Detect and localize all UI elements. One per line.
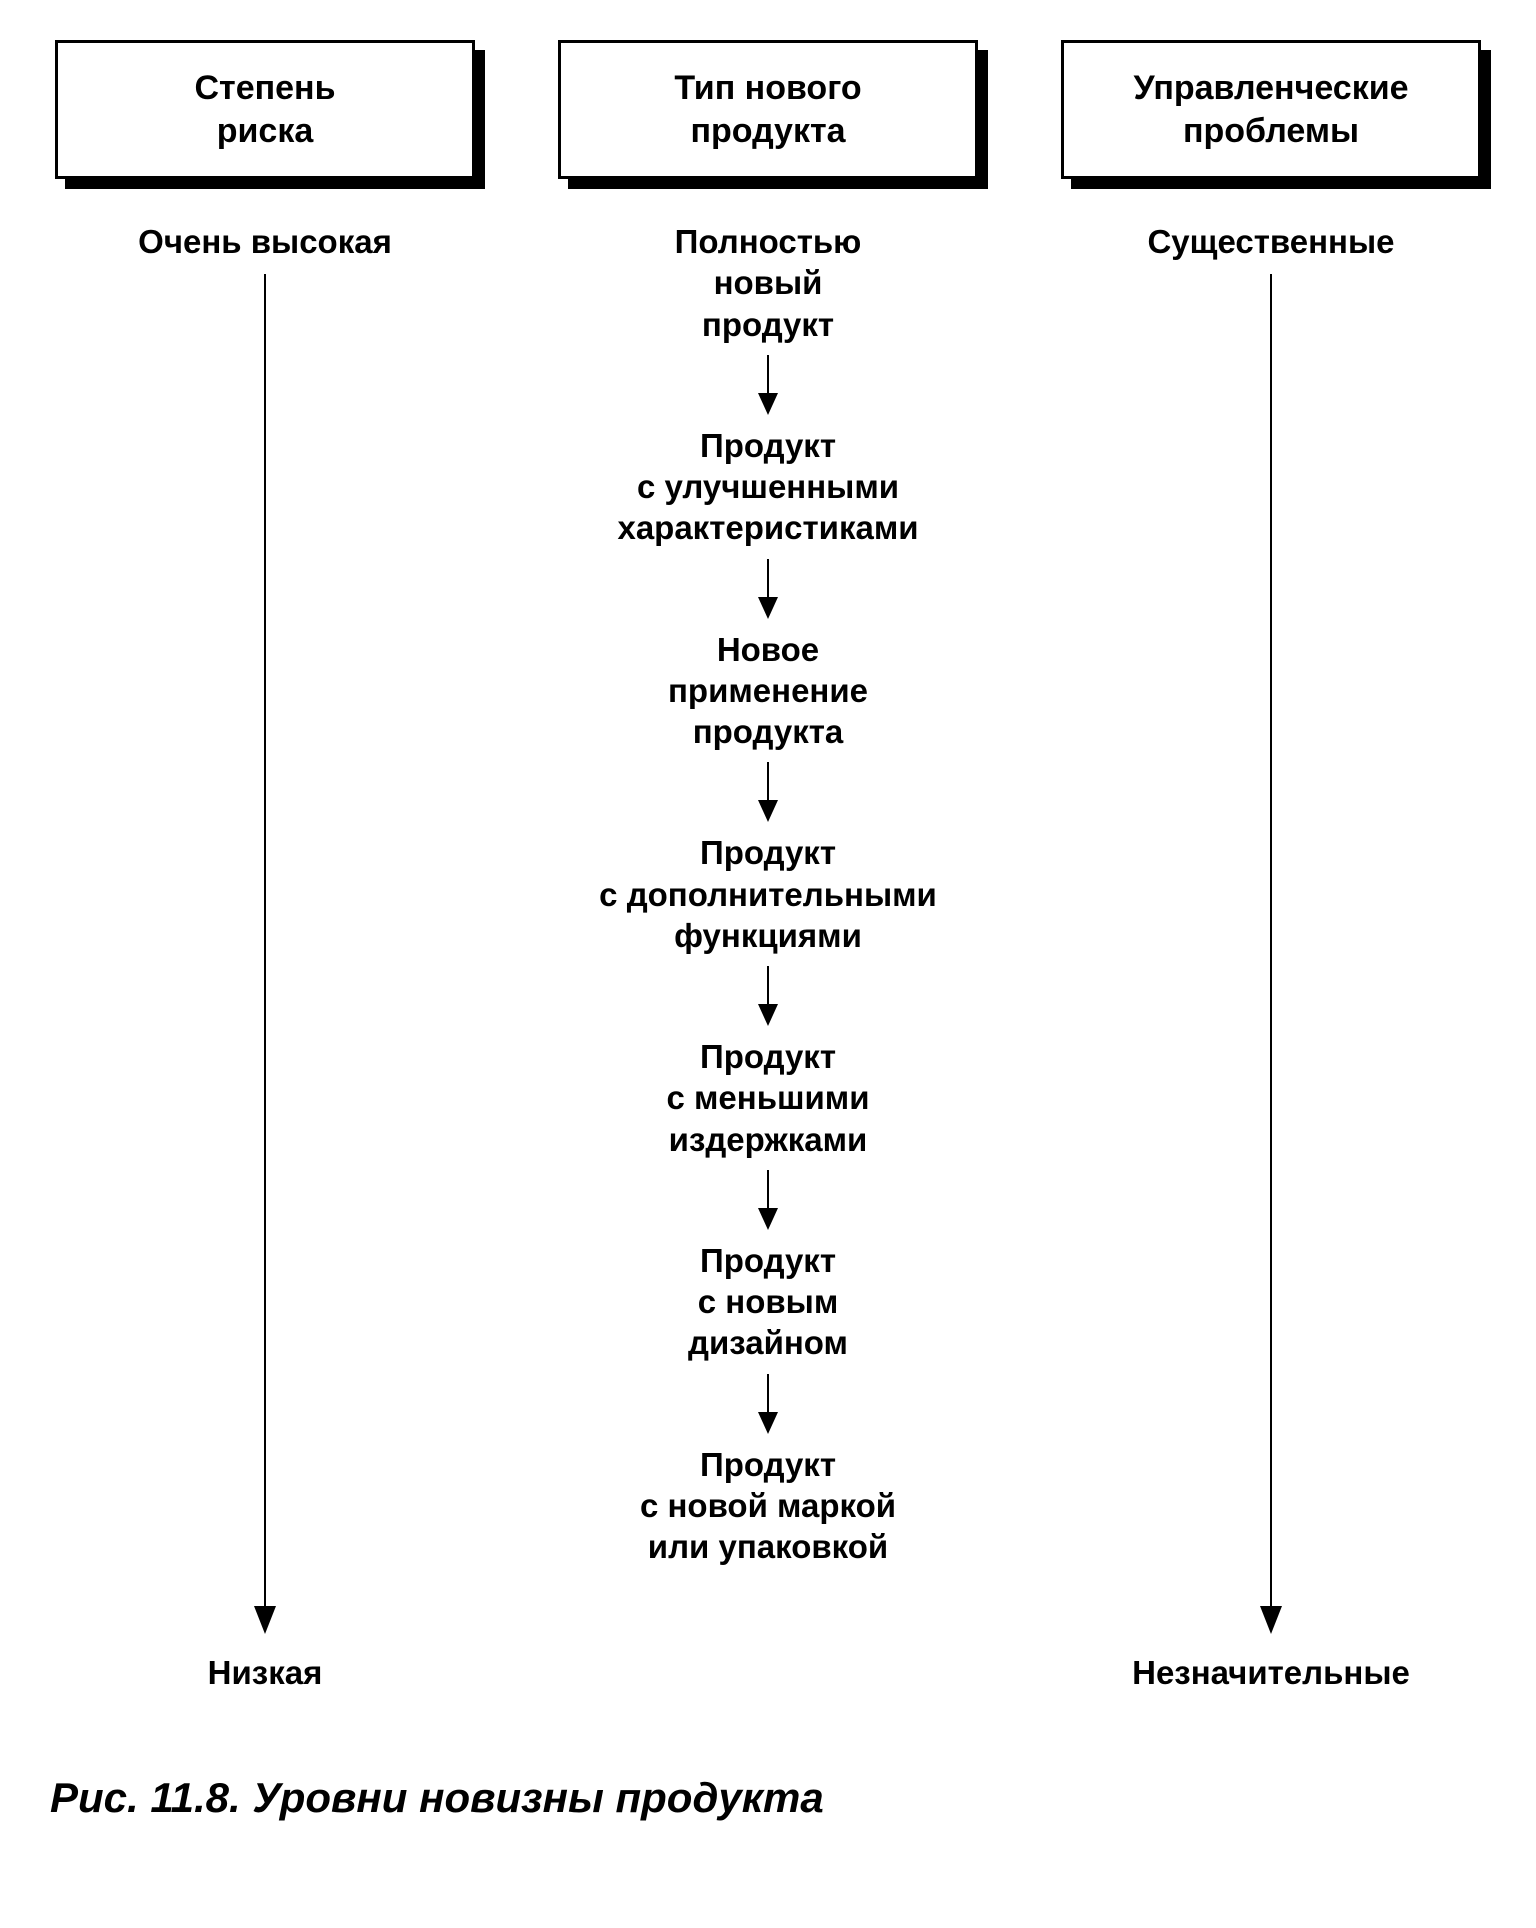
product-type-item: Продукт с меньшими издержками — [667, 1036, 870, 1160]
product-type-stack: Полностью новый продукт Продукт с улучшен… — [599, 221, 937, 1567]
arrow-down-icon — [754, 1374, 782, 1434]
product-type-item: Продукт с улучшенными характеристиками — [617, 425, 918, 549]
product-type-item: Продукт с дополнительными функциями — [599, 832, 937, 956]
management-bottom-label: Незначительные — [1132, 1652, 1410, 1693]
header-risk-label: Степень риска — [55, 40, 475, 179]
header-product-label: Тип нового продукта — [558, 40, 978, 179]
arrow-down-icon — [754, 762, 782, 822]
arrow-down-icon — [250, 274, 280, 1634]
risk-bottom-label: Низкая — [208, 1652, 323, 1693]
arrow-down-icon — [754, 559, 782, 619]
management-top-label: Существенные — [1147, 221, 1394, 262]
arrow-down-icon — [754, 1170, 782, 1230]
column-risk: Степень риска Очень высокая Низкая — [50, 40, 480, 1694]
risk-arrow — [250, 274, 280, 1634]
risk-top-label: Очень высокая — [138, 221, 392, 262]
column-management: Управленческие проблемы Существенные Нез… — [1056, 40, 1486, 1694]
header-box-product: Тип нового продукта — [558, 40, 978, 179]
arrow-down-icon — [754, 966, 782, 1026]
diagram-columns: Степень риска Очень высокая Низкая Тип н… — [50, 40, 1486, 1694]
column-product-type: Тип нового продукта Полностью новый прод… — [510, 40, 1026, 1694]
management-arrow — [1256, 274, 1286, 1634]
product-type-item: Полностью новый продукт — [675, 221, 862, 345]
arrow-down-icon — [1256, 274, 1286, 1634]
product-type-item: Продукт с новым дизайном — [688, 1240, 848, 1364]
header-management-label: Управленческие проблемы — [1061, 40, 1481, 179]
product-type-item: Новое применение продукта — [668, 629, 868, 753]
header-box-risk: Степень риска — [55, 40, 475, 179]
arrow-down-icon — [754, 355, 782, 415]
product-type-item: Продукт с новой маркой или упаковкой — [640, 1444, 896, 1568]
figure-caption: Рис. 11.8. Уровни новизны продукта — [50, 1774, 1486, 1822]
header-box-management: Управленческие проблемы — [1061, 40, 1481, 179]
